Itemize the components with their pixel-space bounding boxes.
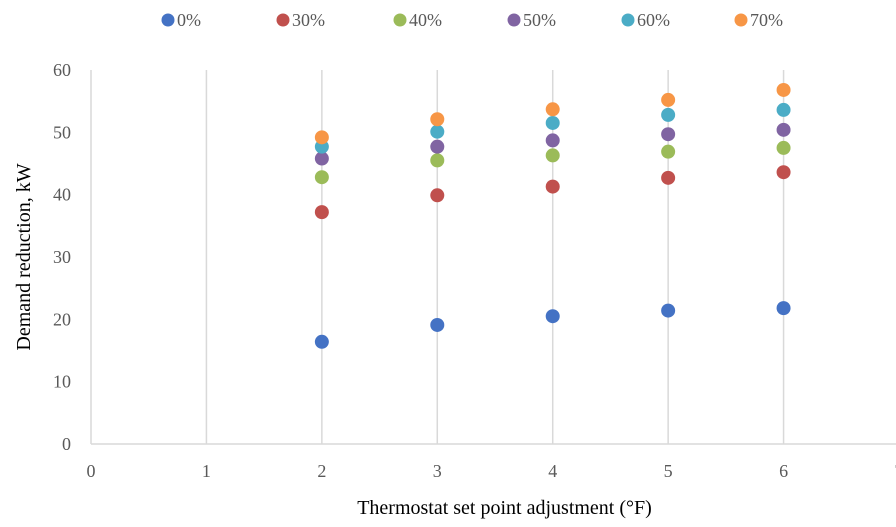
data-point-50pct-6 <box>776 122 791 137</box>
data-point-70pct-5 <box>661 92 676 107</box>
legend-label: 50% <box>523 10 556 30</box>
data-point-50pct-4 <box>545 133 560 148</box>
data-point-0pct-2 <box>314 334 329 349</box>
data-point-0pct-3 <box>430 317 445 332</box>
legend-label: 30% <box>292 10 325 30</box>
data-point-70pct-3 <box>430 112 445 127</box>
legend-label: 60% <box>637 10 670 30</box>
data-point-0pct-6 <box>776 301 791 316</box>
y-tick-label: 10 <box>53 372 71 392</box>
data-point-30pct-4 <box>545 179 560 194</box>
legend-marker-icon <box>393 13 407 27</box>
x-tick-label: 3 <box>433 461 442 481</box>
y-tick-label: 20 <box>53 309 71 329</box>
data-point-50pct-5 <box>661 127 676 142</box>
x-tick-label: 4 <box>548 461 557 481</box>
legend: 0% 30% 40% 50% 60% 70% <box>161 10 783 30</box>
legend-marker-icon <box>276 13 290 27</box>
data-point-60pct-3 <box>430 124 445 139</box>
data-point-40pct-4 <box>545 148 560 163</box>
y-tick-label: 50 <box>53 122 71 142</box>
x-tick-labels: 0 1 2 3 4 5 6 7 <box>87 461 896 481</box>
data-point-40pct-6 <box>776 140 791 155</box>
y-axis-title: Demand reduction, kW <box>13 163 35 350</box>
x-tick-label: 7 <box>895 461 896 481</box>
legend-marker-icon <box>161 13 175 27</box>
y-tick-label: 0 <box>62 434 71 454</box>
legend-marker-icon <box>507 13 521 27</box>
x-tick-label: 2 <box>317 461 326 481</box>
legend-label: 0% <box>177 10 201 30</box>
x-tick-label: 6 <box>779 461 788 481</box>
data-point-30pct-2 <box>314 205 329 220</box>
data-point-60pct-5 <box>661 107 676 122</box>
legend-label: 40% <box>409 10 442 30</box>
data-point-40pct-5 <box>661 144 676 159</box>
data-point-60pct-6 <box>776 102 791 117</box>
x-tick-label: 0 <box>87 461 96 481</box>
data-point-50pct-2 <box>314 151 329 166</box>
data-point-0pct-4 <box>545 309 560 324</box>
data-point-70pct-4 <box>545 102 560 117</box>
y-tick-label: 60 <box>53 60 71 80</box>
y-tick-label: 40 <box>53 185 71 205</box>
data-points <box>314 82 791 349</box>
data-point-30pct-5 <box>661 170 676 185</box>
data-point-30pct-3 <box>430 188 445 203</box>
legend-label: 70% <box>750 10 783 30</box>
data-point-70pct-2 <box>314 130 329 145</box>
y-tick-label: 30 <box>53 247 71 267</box>
data-point-0pct-5 <box>661 303 676 318</box>
y-tick-labels: 0 10 20 30 40 50 60 <box>53 60 71 454</box>
data-point-40pct-3 <box>430 153 445 168</box>
data-point-30pct-6 <box>776 165 791 180</box>
legend-marker-icon <box>621 13 635 27</box>
x-axis-title: Thermostat set point adjustment (°F) <box>357 497 652 519</box>
axes <box>90 70 896 445</box>
data-point-70pct-6 <box>776 82 791 97</box>
data-point-50pct-3 <box>430 139 445 154</box>
x-tick-label: 1 <box>202 461 211 481</box>
legend-marker-icon <box>734 13 748 27</box>
data-point-40pct-2 <box>314 170 329 185</box>
data-point-60pct-4 <box>545 115 560 130</box>
x-tick-label: 5 <box>664 461 673 481</box>
